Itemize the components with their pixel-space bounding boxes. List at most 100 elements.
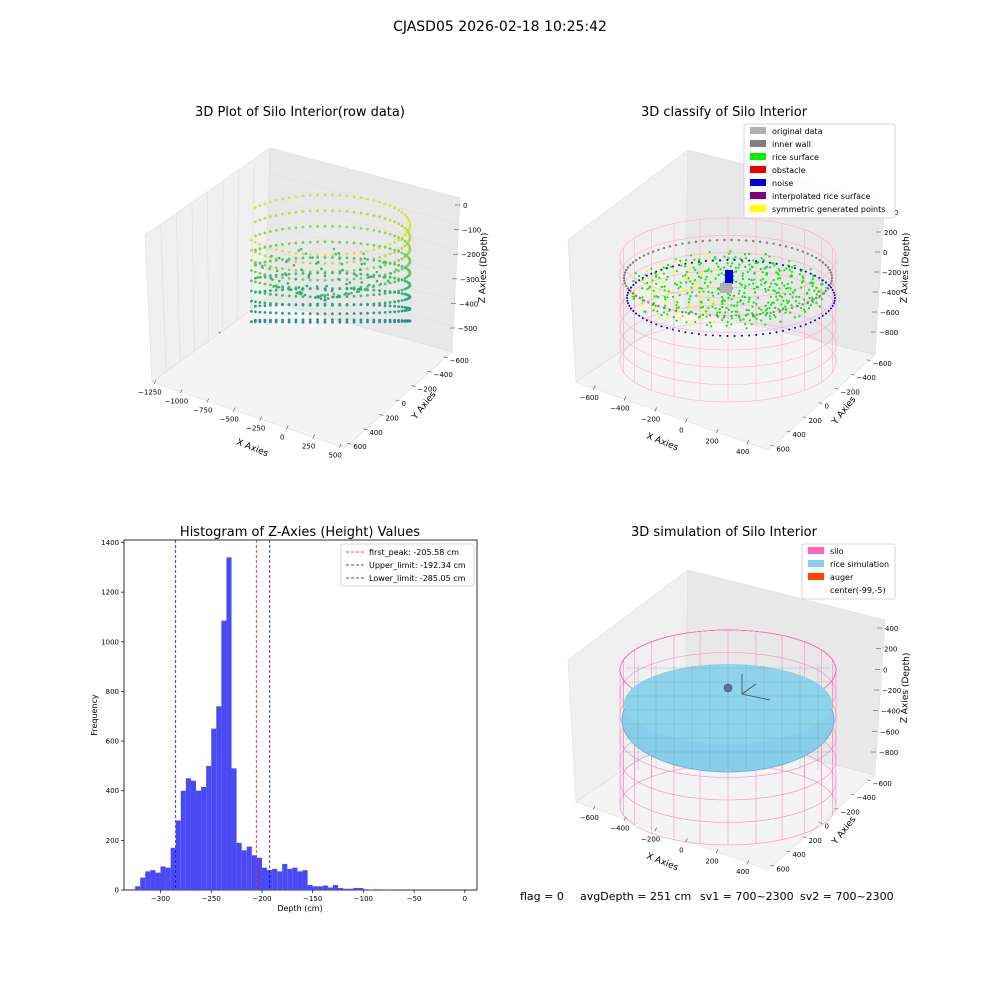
raw-point [308, 240, 312, 244]
raw-point [263, 304, 267, 307]
raw-point [297, 249, 301, 252]
raw-point [331, 253, 334, 257]
raw-point [278, 256, 281, 260]
classify-point [684, 311, 688, 314]
raw-point [281, 294, 284, 297]
raw-point [359, 211, 363, 215]
raw-point [287, 277, 291, 280]
classify-wall-point [687, 312, 691, 315]
classify-legend-swatch [750, 179, 766, 186]
classify-noise-point [697, 333, 700, 336]
classify-wall-point [815, 256, 818, 260]
raw-point [359, 272, 363, 276]
classify-point [811, 285, 814, 288]
classify-point [757, 296, 760, 300]
raw-point [281, 197, 284, 201]
classify-point [685, 259, 688, 262]
raw-point [331, 302, 334, 306]
classify-wall-point [701, 313, 704, 317]
raw-point [294, 294, 298, 298]
raw-point [274, 288, 278, 292]
raw-point [388, 247, 392, 251]
raw-point [269, 274, 272, 278]
classify-point [721, 300, 724, 303]
classify-point [781, 282, 784, 285]
classify-point [807, 288, 811, 291]
raw-x-axis-label: X Axies [235, 438, 270, 460]
simulation-legend-label: center(-99,-5) [830, 586, 886, 595]
classify-point [789, 311, 792, 314]
raw-point [388, 218, 392, 222]
raw-point [331, 240, 334, 244]
classify-point [736, 301, 739, 304]
raw-point [383, 282, 387, 286]
histogram-bars [130, 557, 389, 890]
raw-point [388, 290, 392, 293]
raw-point [378, 289, 381, 292]
raw-point [323, 302, 327, 306]
raw-point [345, 210, 349, 213]
histogram-bar [256, 857, 262, 890]
raw-point [357, 290, 361, 293]
raw-point [389, 272, 393, 275]
classify-noise-point [748, 334, 751, 337]
classify-wall-point [622, 276, 626, 280]
raw-point [403, 233, 407, 237]
classify-point [768, 306, 771, 310]
raw-point [403, 309, 407, 312]
classify-point [730, 310, 734, 313]
raw-point [303, 293, 307, 297]
raw-point [274, 320, 278, 324]
classify-wall-point [635, 294, 638, 297]
raw-point [289, 288, 293, 292]
raw-point [400, 288, 404, 292]
raw-point [308, 287, 312, 291]
raw-point [387, 279, 390, 283]
classify-noise-point [809, 321, 812, 324]
raw-point [250, 289, 253, 293]
classify-point [778, 294, 782, 297]
histogram-bar [353, 888, 359, 890]
classify-wall-point [629, 263, 632, 267]
classify-point [760, 308, 763, 311]
classify-point [682, 289, 685, 292]
classify-point [712, 294, 715, 297]
raw-point [359, 242, 363, 246]
classify-noise-point [755, 333, 758, 336]
classify-point [726, 262, 729, 265]
raw-point [407, 218, 411, 222]
classify-point [734, 310, 737, 313]
classify-point [701, 317, 704, 320]
classify-point [689, 325, 692, 328]
sim-x-tick-label: 0 [679, 846, 683, 854]
raw-point [408, 307, 412, 310]
raw-point [269, 215, 272, 219]
raw-point [352, 303, 356, 306]
classify-point [789, 287, 792, 290]
raw-point [281, 288, 284, 292]
classify-wall-point [642, 254, 646, 257]
sim-y-tick-label: 600 [776, 865, 789, 873]
classify-point [815, 293, 819, 296]
classify-point [755, 285, 758, 289]
raw-point [393, 262, 396, 266]
raw-point [405, 264, 409, 268]
classify-wall-point [657, 305, 660, 308]
classify-point [679, 259, 682, 262]
classify-point [775, 292, 778, 295]
classify-point [779, 320, 782, 323]
raw-point [331, 312, 334, 316]
classify-point [786, 282, 789, 285]
classify-point [709, 254, 712, 257]
raw-point [393, 276, 396, 280]
raw-point [301, 210, 305, 213]
classify-point [658, 316, 661, 319]
classify-point [763, 282, 766, 285]
classify-point [751, 312, 754, 315]
raw-point [301, 261, 305, 264]
raw-point [258, 252, 262, 256]
raw-point [372, 320, 376, 324]
raw-point [407, 231, 411, 234]
classify-wall-point [829, 282, 833, 285]
raw-point [359, 196, 363, 200]
